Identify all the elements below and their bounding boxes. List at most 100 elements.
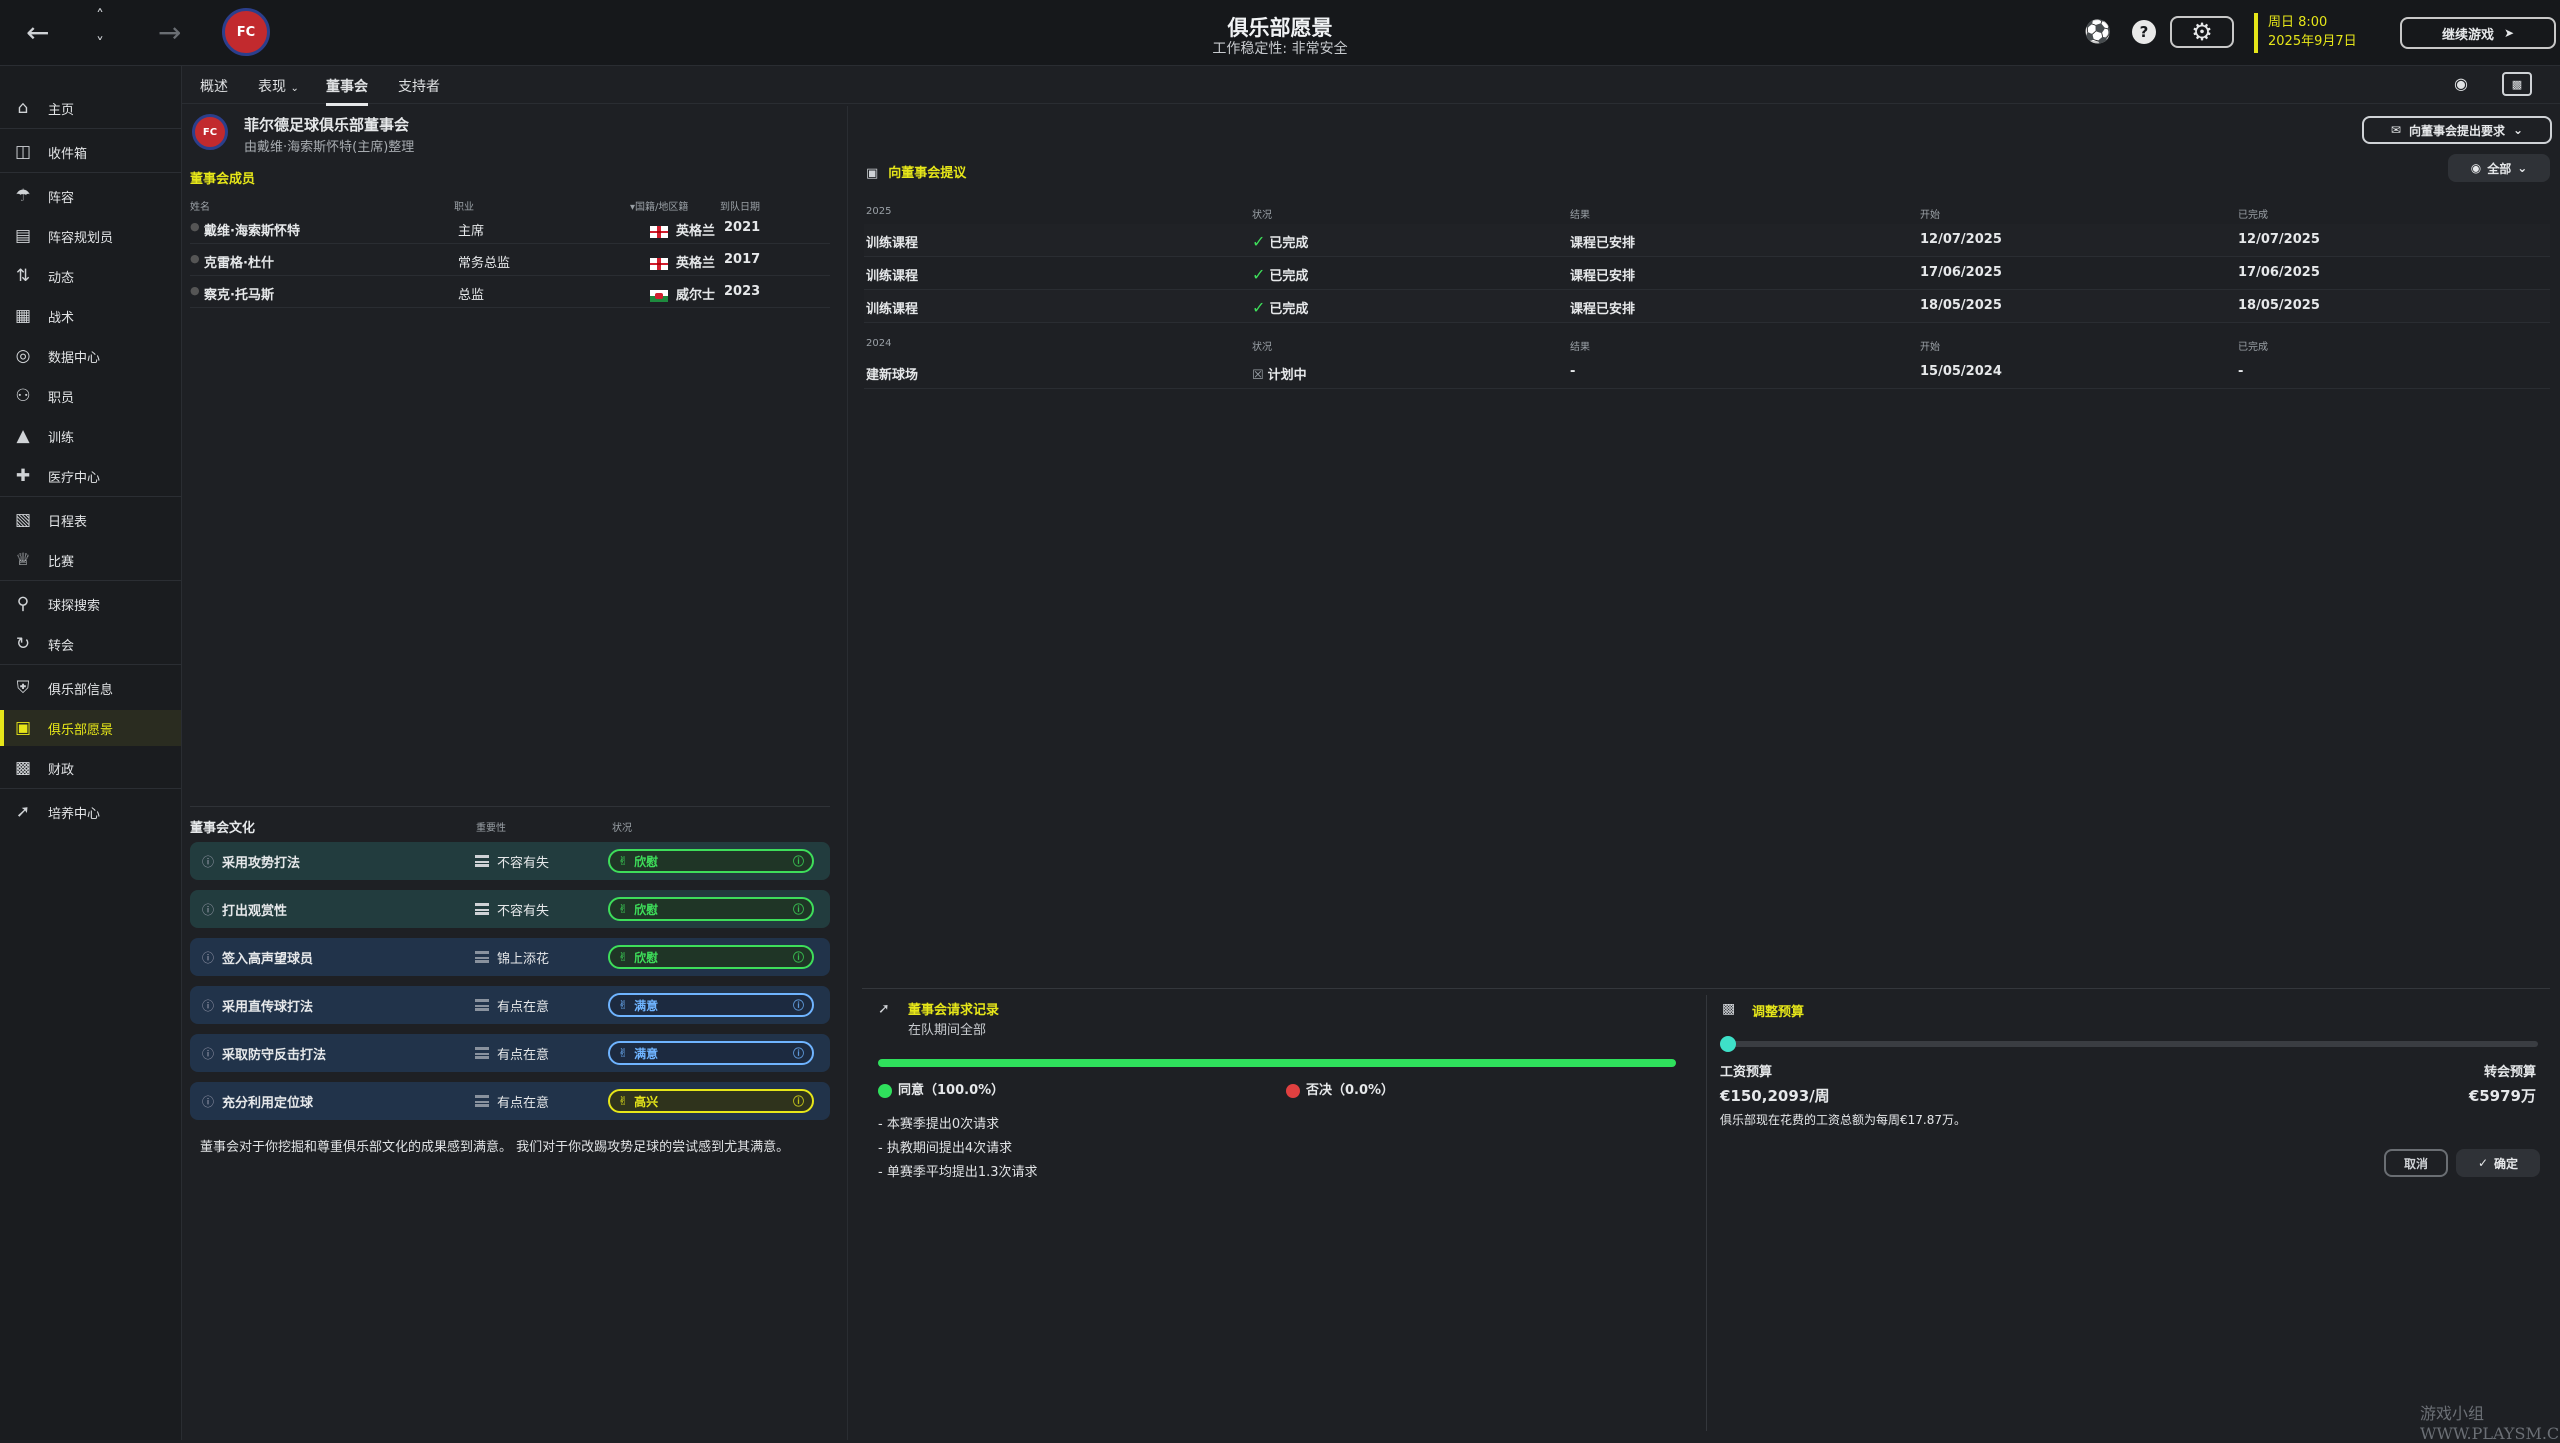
importance-label: 锦上添花 xyxy=(497,951,550,967)
settings-button[interactable]: ⚙ xyxy=(2170,16,2234,48)
member-nation: 英格兰 xyxy=(650,220,715,239)
cancel-button[interactable]: 取消 xyxy=(2384,1149,2448,1177)
table-row[interactable]: 训练课程 ✓ 已完成 课程已安排 18/05/2025 18/05/2025 xyxy=(864,290,2550,323)
info-icon[interactable]: ⓘ xyxy=(202,854,215,869)
sidebar-item-tactics[interactable]: ▦ 战术 xyxy=(0,298,181,334)
budget-title: 调整预算 xyxy=(1752,1005,1805,1020)
status-badge[interactable]: ✌ 欣慰 ⓘ xyxy=(608,849,814,873)
table-row[interactable]: ● 克雷格·杜什 常务总监 英格兰 2017 xyxy=(190,244,830,276)
member-nation: 威尔士 xyxy=(650,284,715,303)
development-icon: ➚ xyxy=(15,802,31,822)
sidebar-item-schedule[interactable]: ▧ 日程表 xyxy=(0,502,181,538)
col-nation[interactable]: ▾国籍/地区籍 xyxy=(630,202,689,213)
sidebar-item-development[interactable]: ➚ 培养中心 xyxy=(0,794,181,830)
proposal-item: 训练课程 xyxy=(866,302,919,317)
sidebar-item-matches[interactable]: ♕ 比赛 xyxy=(0,542,181,578)
confirm-button[interactable]: ✓ 确定 xyxy=(2456,1149,2540,1177)
sidebar-item-squad-planner[interactable]: ▤ 阵容规划员 xyxy=(0,218,181,254)
sidebar-item-dynamics[interactable]: ⇅ 动态 xyxy=(0,258,181,294)
table-row[interactable]: ● 察克·托马斯 总监 威尔士 2023 xyxy=(190,276,830,308)
info-icon[interactable]: ⓘ xyxy=(202,1094,215,1109)
status-badge[interactable]: ✌ 高兴 ⓘ xyxy=(608,1089,814,1113)
sidebar-item-staff[interactable]: ⚇ 职员 xyxy=(0,378,181,414)
sidebar-item-club-info[interactable]: ⛨ 俱乐部信息 xyxy=(0,670,181,706)
sidebar-item-home[interactable]: ⌂ 主页 xyxy=(0,90,181,126)
culture-row[interactable]: ⓘ 采用直传球打法 有点在意 ✌ 满意 ⓘ xyxy=(190,986,830,1024)
sidebar-item-inbox[interactable]: ◫ 收件箱 xyxy=(0,134,181,170)
chevron-up-icon[interactable]: ˄ xyxy=(96,6,104,25)
calendar-icon: ▧ xyxy=(14,510,32,530)
sidebar-item-label: 阵容 xyxy=(48,190,75,206)
bbc-icon[interactable]: ▩ xyxy=(2502,72,2532,96)
status-label: 欣慰 xyxy=(634,902,659,917)
info-icon[interactable]: ⓘ xyxy=(202,950,215,965)
info-icon[interactable]: ⓘ xyxy=(202,998,215,1013)
culture-row[interactable]: ⓘ 打出观赏性 不容有失 ✌ 欣慰 ⓘ xyxy=(190,890,830,928)
finance-icon: ▩ xyxy=(14,758,32,778)
tab-performance[interactable]: 表现 ⌄ xyxy=(258,76,299,96)
culture-row[interactable]: ⓘ 签入高声望球员 锦上添花 ✌ 欣慰 ⓘ xyxy=(190,938,830,976)
reject-label: 否决（0.0%） xyxy=(1306,1083,1395,1098)
col-joined[interactable]: 到队日期 xyxy=(720,202,760,213)
back-arrow-icon[interactable]: ← xyxy=(26,16,50,49)
filter-dropdown[interactable]: ◉ 全部 ⌄ xyxy=(2448,154,2550,182)
sub-tabs: 概述 表现 ⌄ 董事会 支持者 ◉ ▩ xyxy=(182,66,2560,106)
proposal-start: 17/06/2025 xyxy=(1920,265,2002,280)
board-panel: FC 菲尔德足球俱乐部董事会 由戴维·海索斯怀特(主席)整理 董事会成员 姓名 … xyxy=(186,106,834,1440)
date-day: 2025年9月7日 xyxy=(2268,34,2357,49)
year-label: 2025 xyxy=(866,206,892,217)
sidebar-item-training[interactable]: ▲ 训练 xyxy=(0,418,181,454)
filter-label: 全部 xyxy=(2487,161,2512,176)
importance-label: 有点在意 xyxy=(497,1095,550,1111)
proposals-title: ▣ 向董事会提议 xyxy=(866,162,966,181)
proposal-completed: 18/05/2025 xyxy=(2238,298,2320,313)
board-request-button[interactable]: ✉ 向董事会提出要求 ⌄ xyxy=(2362,116,2552,144)
col-name[interactable]: 姓名 xyxy=(190,202,210,213)
club-crest[interactable]: FC xyxy=(222,8,270,56)
tab-supporters[interactable]: 支持者 xyxy=(398,79,440,95)
culture-row[interactable]: ⓘ 采取防守反击打法 有点在意 ✌ 满意 ⓘ xyxy=(190,1034,830,1072)
sidebar-item-data-hub[interactable]: ◎ 数据中心 xyxy=(0,338,181,374)
data-hub-icon: ◎ xyxy=(15,346,31,366)
tab-board[interactable]: 董事会 xyxy=(326,76,368,106)
chevron-down-icon[interactable]: ˅ xyxy=(96,34,104,53)
thumbs-up-icon: ✌ xyxy=(618,902,629,916)
inbox-icon: ◫ xyxy=(14,142,32,162)
table-row[interactable]: ● 戴维·海索斯怀特 主席 英格兰 2021 xyxy=(190,212,830,244)
info-icon[interactable]: ⓘ xyxy=(202,1046,215,1061)
status-badge[interactable]: ✌ 欣慰 ⓘ xyxy=(608,945,814,969)
sidebar-item-transfers[interactable]: ↻ 转会 xyxy=(0,626,181,662)
forward-arrow-icon[interactable]: → xyxy=(158,16,182,49)
culture-row[interactable]: ⓘ 充分利用定位球 有点在意 ✌ 高兴 ⓘ xyxy=(190,1082,830,1120)
football-icon[interactable]: ⚽ xyxy=(2084,20,2112,45)
sidebar-item-label: 动态 xyxy=(48,270,75,286)
sidebar-item-scouting[interactable]: ⚲ 球探搜索 xyxy=(0,586,181,622)
info-icon[interactable]: ⓘ xyxy=(202,902,215,917)
sidebar-item-finances[interactable]: ▩ 财政 xyxy=(0,750,181,786)
lock-icon[interactable]: ◉ xyxy=(2454,74,2468,93)
proposal-result: 课程已安排 xyxy=(1570,302,1636,317)
table-row[interactable]: 训练课程 ✓ 已完成 课程已安排 12/07/2025 12/07/2025 xyxy=(864,224,2550,257)
stat-line: - 本赛季提出0次请求 xyxy=(878,1117,1000,1132)
play-icon: ➤ xyxy=(2503,26,2515,40)
status-badge[interactable]: ✌ 满意 ⓘ xyxy=(608,993,814,1017)
status-badge[interactable]: ✌ 欣慰 ⓘ xyxy=(608,897,814,921)
culture-row[interactable]: ⓘ 采用攻势打法 不容有失 ✌ 欣慰 ⓘ xyxy=(190,842,830,880)
trophy-icon: ♕ xyxy=(15,550,31,570)
sidebar-item-club-vision[interactable]: ▣ 俱乐部愿景 xyxy=(0,710,181,746)
info-icon: ⓘ xyxy=(793,1095,804,1108)
tab-overview[interactable]: 概述 xyxy=(200,79,228,95)
sidebar-item-squad[interactable]: ☂ 阵容 xyxy=(0,178,181,214)
budget-slider[interactable] xyxy=(1720,1036,2538,1052)
game-date: 周日 8:00 2025年9月7日 xyxy=(2254,13,2357,53)
check-icon: ✓ xyxy=(1252,265,1266,284)
status-badge[interactable]: ✌ 满意 ⓘ xyxy=(608,1041,814,1065)
sidebar-item-medical[interactable]: ✚ 医疗中心 xyxy=(0,458,181,494)
table-row[interactable]: 训练课程 ✓ 已完成 课程已安排 17/06/2025 17/06/2025 xyxy=(864,257,2550,290)
col-role[interactable]: 职业 xyxy=(454,202,474,213)
continue-button[interactable]: 继续游戏 ➤ xyxy=(2400,17,2556,49)
slider-handle[interactable] xyxy=(1720,1036,1736,1052)
help-icon[interactable]: ? xyxy=(2132,20,2156,44)
table-row[interactable]: 建新球场 ☒ 计划中 - 15/05/2024 - xyxy=(864,356,2550,389)
sidebar-item-label: 职员 xyxy=(48,390,75,406)
